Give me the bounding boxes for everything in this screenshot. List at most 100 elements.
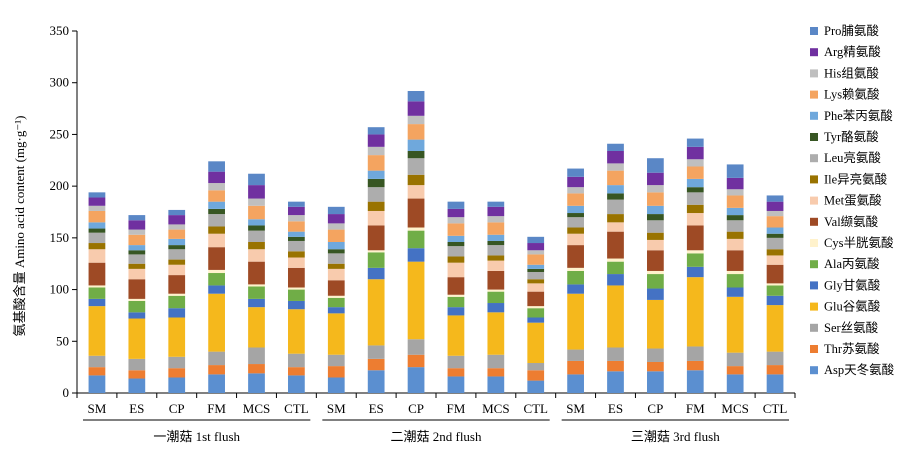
legend-label: Met蛋氨酸 xyxy=(824,193,882,208)
bar-segment xyxy=(527,291,545,307)
bar-segment xyxy=(327,307,345,314)
legend-swatch xyxy=(810,154,818,163)
bar-segment xyxy=(647,214,664,221)
legend-swatch xyxy=(810,69,818,78)
bar-segment xyxy=(407,230,425,249)
bar-segment xyxy=(527,308,545,318)
bar-segment xyxy=(567,374,584,393)
bar-segment xyxy=(208,161,225,172)
bar-segment xyxy=(766,374,784,393)
bar-segment xyxy=(327,377,345,393)
bar-segment xyxy=(208,273,225,286)
bar-segment xyxy=(168,224,186,230)
bar-segment xyxy=(367,178,385,188)
bar-segment xyxy=(647,158,664,173)
legend-label: Ala丙氨酸 xyxy=(824,256,880,271)
category-label: CTL xyxy=(284,401,309,416)
bar-segment xyxy=(647,361,664,372)
bar-segment xyxy=(327,206,345,215)
bar-segment xyxy=(487,222,505,235)
bar-segment xyxy=(726,287,744,297)
bar-segment xyxy=(726,189,744,196)
bar-segment xyxy=(607,285,624,348)
bar-segment xyxy=(647,185,664,193)
bar-segment xyxy=(288,201,305,207)
bar-segment xyxy=(726,270,744,275)
bar-segment xyxy=(407,185,425,199)
bar-segment xyxy=(647,232,664,240)
bar-segment xyxy=(168,275,186,294)
bar-segment xyxy=(407,367,425,393)
bar-segment xyxy=(527,254,545,265)
bar-segment xyxy=(327,295,345,298)
bar-segment xyxy=(527,271,545,280)
bar-segment xyxy=(487,234,505,241)
bar-segment xyxy=(766,216,784,228)
bar-segment xyxy=(288,267,305,288)
bar-segment xyxy=(567,193,584,206)
bar-segment xyxy=(407,198,425,228)
bar-segment xyxy=(327,241,345,250)
bar-segment xyxy=(367,155,385,171)
bar-segment xyxy=(686,192,704,205)
bar-segment xyxy=(686,159,704,167)
bar-segment xyxy=(168,249,186,260)
bar-segment xyxy=(327,354,345,367)
bar-segment xyxy=(686,166,704,179)
bar-segment xyxy=(88,287,106,299)
bar-segment xyxy=(288,353,305,368)
y-axis-label: 氨基酸含量 Amino acid content (mg·g⁻¹) xyxy=(12,116,27,337)
bar-segment xyxy=(168,295,186,309)
bar-segment xyxy=(447,368,465,377)
bar-segment xyxy=(88,262,106,286)
bar-segment xyxy=(88,285,106,288)
bar-segment xyxy=(128,370,146,379)
bar-segment xyxy=(88,306,106,356)
bar-segment xyxy=(128,312,146,319)
bar-segment xyxy=(248,173,265,186)
bar-segment xyxy=(726,164,744,178)
bar-segment xyxy=(288,236,305,241)
bar-segment xyxy=(248,347,265,365)
bar-segment xyxy=(647,348,664,362)
bar-segment xyxy=(567,284,584,294)
legend-swatch xyxy=(810,111,818,120)
bar-segment xyxy=(647,239,664,251)
bar-segment xyxy=(726,238,744,251)
bar-segment xyxy=(647,205,664,215)
bar-segment xyxy=(487,260,505,271)
bar-segment xyxy=(288,309,305,354)
bar-segment xyxy=(407,124,425,140)
category-label: CTL xyxy=(763,401,788,416)
bar-segment xyxy=(647,270,664,275)
bar-segment xyxy=(327,263,345,269)
bar-segment xyxy=(208,365,225,375)
bar-segment xyxy=(367,127,385,135)
bar-segment xyxy=(367,210,385,226)
legend-swatch xyxy=(810,175,818,184)
bar-segment xyxy=(288,251,305,258)
bar-segment xyxy=(607,163,624,171)
bar-segment xyxy=(567,217,584,228)
bar-segment xyxy=(128,300,146,313)
bar-segment xyxy=(567,205,584,214)
bar-segment xyxy=(766,295,784,306)
legend-label: Gly甘氨酸 xyxy=(824,277,881,292)
y-tick-label: 250 xyxy=(50,126,70,141)
bar-segment xyxy=(367,201,385,211)
category-label: CP xyxy=(647,401,663,416)
bar-segment xyxy=(766,210,784,217)
bar-segment xyxy=(527,317,545,323)
legend-label: Leu亮氨酸 xyxy=(824,150,881,165)
bar-segment xyxy=(248,284,265,287)
bar-segment xyxy=(686,187,704,193)
bar-segment xyxy=(726,215,744,221)
bar-segment xyxy=(327,229,345,242)
category-label: SM xyxy=(566,401,585,416)
bar-segment xyxy=(168,377,186,393)
category-label: CP xyxy=(169,401,185,416)
bar-segment xyxy=(88,210,106,223)
legend-swatch xyxy=(810,302,818,311)
bar-segment xyxy=(607,170,624,186)
bar-segment xyxy=(88,249,106,263)
